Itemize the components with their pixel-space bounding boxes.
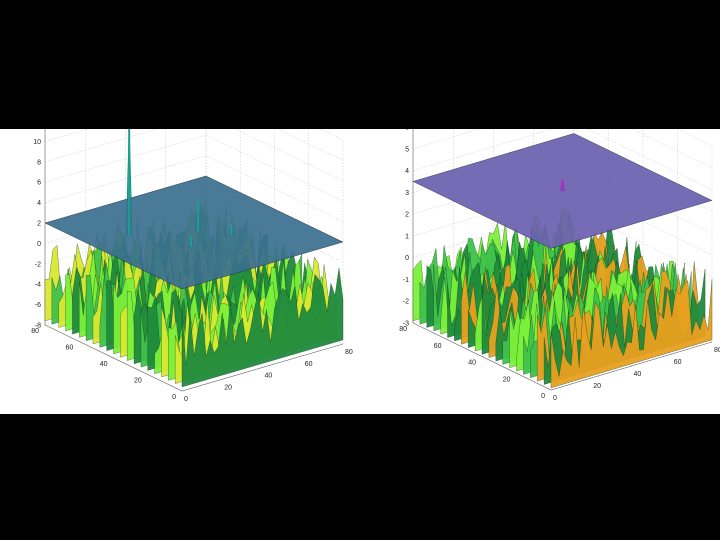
gridline-z xyxy=(412,129,713,190)
x-tick-label: 80 xyxy=(714,347,720,354)
floor-axes xyxy=(44,324,344,392)
surface-plots: -8-6-4-2024681012020406080020406080-3-2-… xyxy=(31,129,720,403)
y-tick-label: 40 xyxy=(100,361,108,368)
x-tick-label: 80 xyxy=(345,349,353,356)
floor-axes xyxy=(412,322,713,391)
y-tick-label: 0 xyxy=(541,393,545,400)
z-tick-label: -3 xyxy=(403,321,409,328)
z-tick-label: 2 xyxy=(405,212,409,219)
y-tick-label: 0 xyxy=(172,394,176,401)
z-tick-label: 6 xyxy=(405,129,409,132)
z-tick-label: -6 xyxy=(35,302,41,309)
z-tick-label: -4 xyxy=(35,282,41,289)
y-tick-label: 20 xyxy=(134,378,142,385)
x-tick-label: 60 xyxy=(305,361,313,368)
x-tick-label: 20 xyxy=(224,384,232,391)
z-tick-label: -2 xyxy=(35,261,41,268)
y-tick-label: 60 xyxy=(434,343,442,350)
y-tick-label: 20 xyxy=(503,376,511,383)
figure-panel: -8-6-4-2024681012020406080020406080-3-2-… xyxy=(0,129,720,414)
x-tick-label: 0 xyxy=(184,396,188,403)
threshold-plane xyxy=(44,175,344,290)
y-tick-label: 40 xyxy=(468,360,476,367)
gridline-z xyxy=(319,129,344,141)
x-tick-label: 40 xyxy=(634,371,642,378)
surface-strip xyxy=(550,279,713,389)
z-tick-label: 0 xyxy=(405,255,409,262)
y-tick-label: 60 xyxy=(65,345,73,352)
gridline-z xyxy=(44,129,344,182)
z-tick-label: -2 xyxy=(403,299,409,306)
z-tick-label: 8 xyxy=(37,159,41,166)
z-tick-label: 2 xyxy=(37,221,41,228)
x-tick-label: 20 xyxy=(593,383,601,390)
y-tick-label: 80 xyxy=(399,326,407,333)
surface-strip xyxy=(181,267,344,388)
z-tick-label: 4 xyxy=(37,200,41,207)
z-tick-label: 4 xyxy=(405,168,409,175)
gridline-z xyxy=(412,129,713,169)
y-tick-label: 80 xyxy=(31,328,39,335)
x-tick-label: 0 xyxy=(553,395,557,402)
z-tick-label: 0 xyxy=(37,241,41,248)
x-tick-label: 40 xyxy=(265,373,273,380)
z-tick-label: 10 xyxy=(33,139,41,146)
z-tick-label: 1 xyxy=(405,233,409,240)
z-tick-label: -1 xyxy=(403,277,409,284)
z-tick-label: 3 xyxy=(405,190,409,197)
z-tick-label: -8 xyxy=(35,323,41,330)
z-tick-label: 5 xyxy=(405,146,409,153)
x-tick-label: 60 xyxy=(674,359,682,366)
gridline-z xyxy=(44,129,344,161)
z-tick-label: 6 xyxy=(37,180,41,187)
